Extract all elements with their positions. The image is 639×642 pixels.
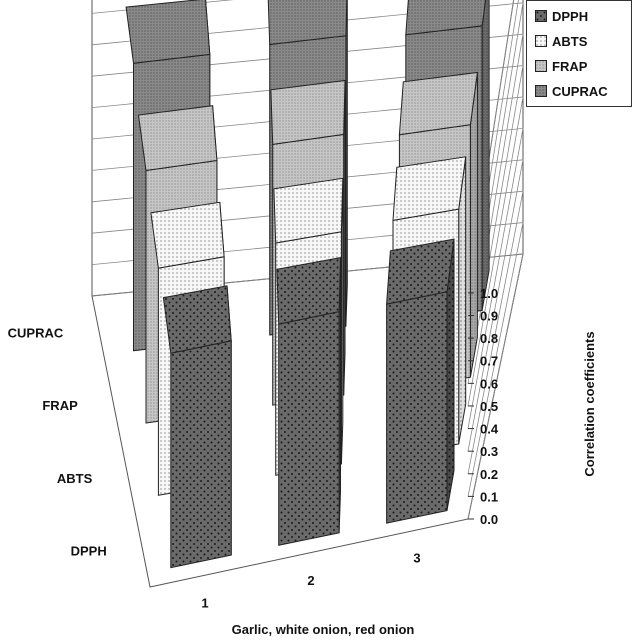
z-tick-label: 0.7 [480,354,498,369]
bar-side [481,0,490,311]
bar-top [162,285,232,354]
gridline [91,96,524,407]
bar-top [137,105,218,172]
gridline [91,222,524,497]
bar-dpph-2 [276,256,342,546]
z-tick-label: 0.4 [480,422,499,437]
bar-top [125,0,211,64]
z-tick-label: 0.8 [480,331,498,346]
depth-tick-label: CUPRAC [8,325,64,340]
bar-front [170,340,232,569]
bar-front [278,310,340,546]
bar-top [270,79,346,145]
depth-tick-label: ABTS [57,471,93,486]
z-tick-label: 0.5 [480,399,498,414]
legend-label-dpph: DPPH [552,8,589,24]
depth-tick-label: FRAP [42,398,78,413]
legend-label-abts: ABTS [552,33,588,49]
z-tick-label: 0.0 [480,512,498,527]
bar-top [267,0,348,46]
z-tick-label: 0.2 [480,467,498,482]
legend-item-abts: ABTS [535,32,587,50]
z-tick-label: 0.6 [480,376,498,391]
bar-front [386,291,448,524]
bar-top [273,177,344,244]
z-tick-label: 1.0 [480,286,498,301]
gridline [91,190,524,474]
legend-item-cuprac: CUPRAC [535,82,608,100]
x-tick-label: 3 [413,550,420,565]
bar-top [150,201,225,269]
gridline [91,253,524,520]
legend-swatch-cuprac [535,85,547,97]
x-tick-label: 2 [307,573,314,588]
x-tick-label: 1 [201,596,208,611]
legend-swatch-frap [535,60,547,72]
bar-dpph-3 [386,238,455,524]
legend-item-dpph: DPPH [535,7,588,25]
legend: DPPH ABTS FRAP CUPRAC [526,0,632,107]
bar-top [398,71,478,136]
z-tick-label: 0.3 [480,444,498,459]
depth-tick-label: DPPH [71,544,107,559]
bar-top [276,256,342,325]
bar-top [405,0,487,36]
legend-label-cuprac: CUPRAC [552,83,608,99]
legend-item-frap: FRAP [535,57,587,75]
z-tick-label: 0.1 [480,489,498,504]
bar-dpph-1 [162,285,232,569]
x-axis-title: Garlic, white onion, red onion [232,622,415,637]
legend-swatch-abts [535,35,547,47]
gridline [91,127,524,429]
gridline [91,159,524,452]
bars [125,0,490,569]
z-axis-title: Correlation coefficients [582,331,597,476]
axis-labels: 0.0 0.1 0.2 0.3 0.4 0.5 0.6 0.7 0.8 0.9 1.0 1 2 3 DPPH… [8,286,499,611]
legend-label-frap: FRAP [552,58,588,74]
z-tick-label: 0.9 [480,309,498,324]
bar-top [392,156,467,222]
legend-swatch-dpph [535,10,547,22]
bar-top [386,238,455,305]
